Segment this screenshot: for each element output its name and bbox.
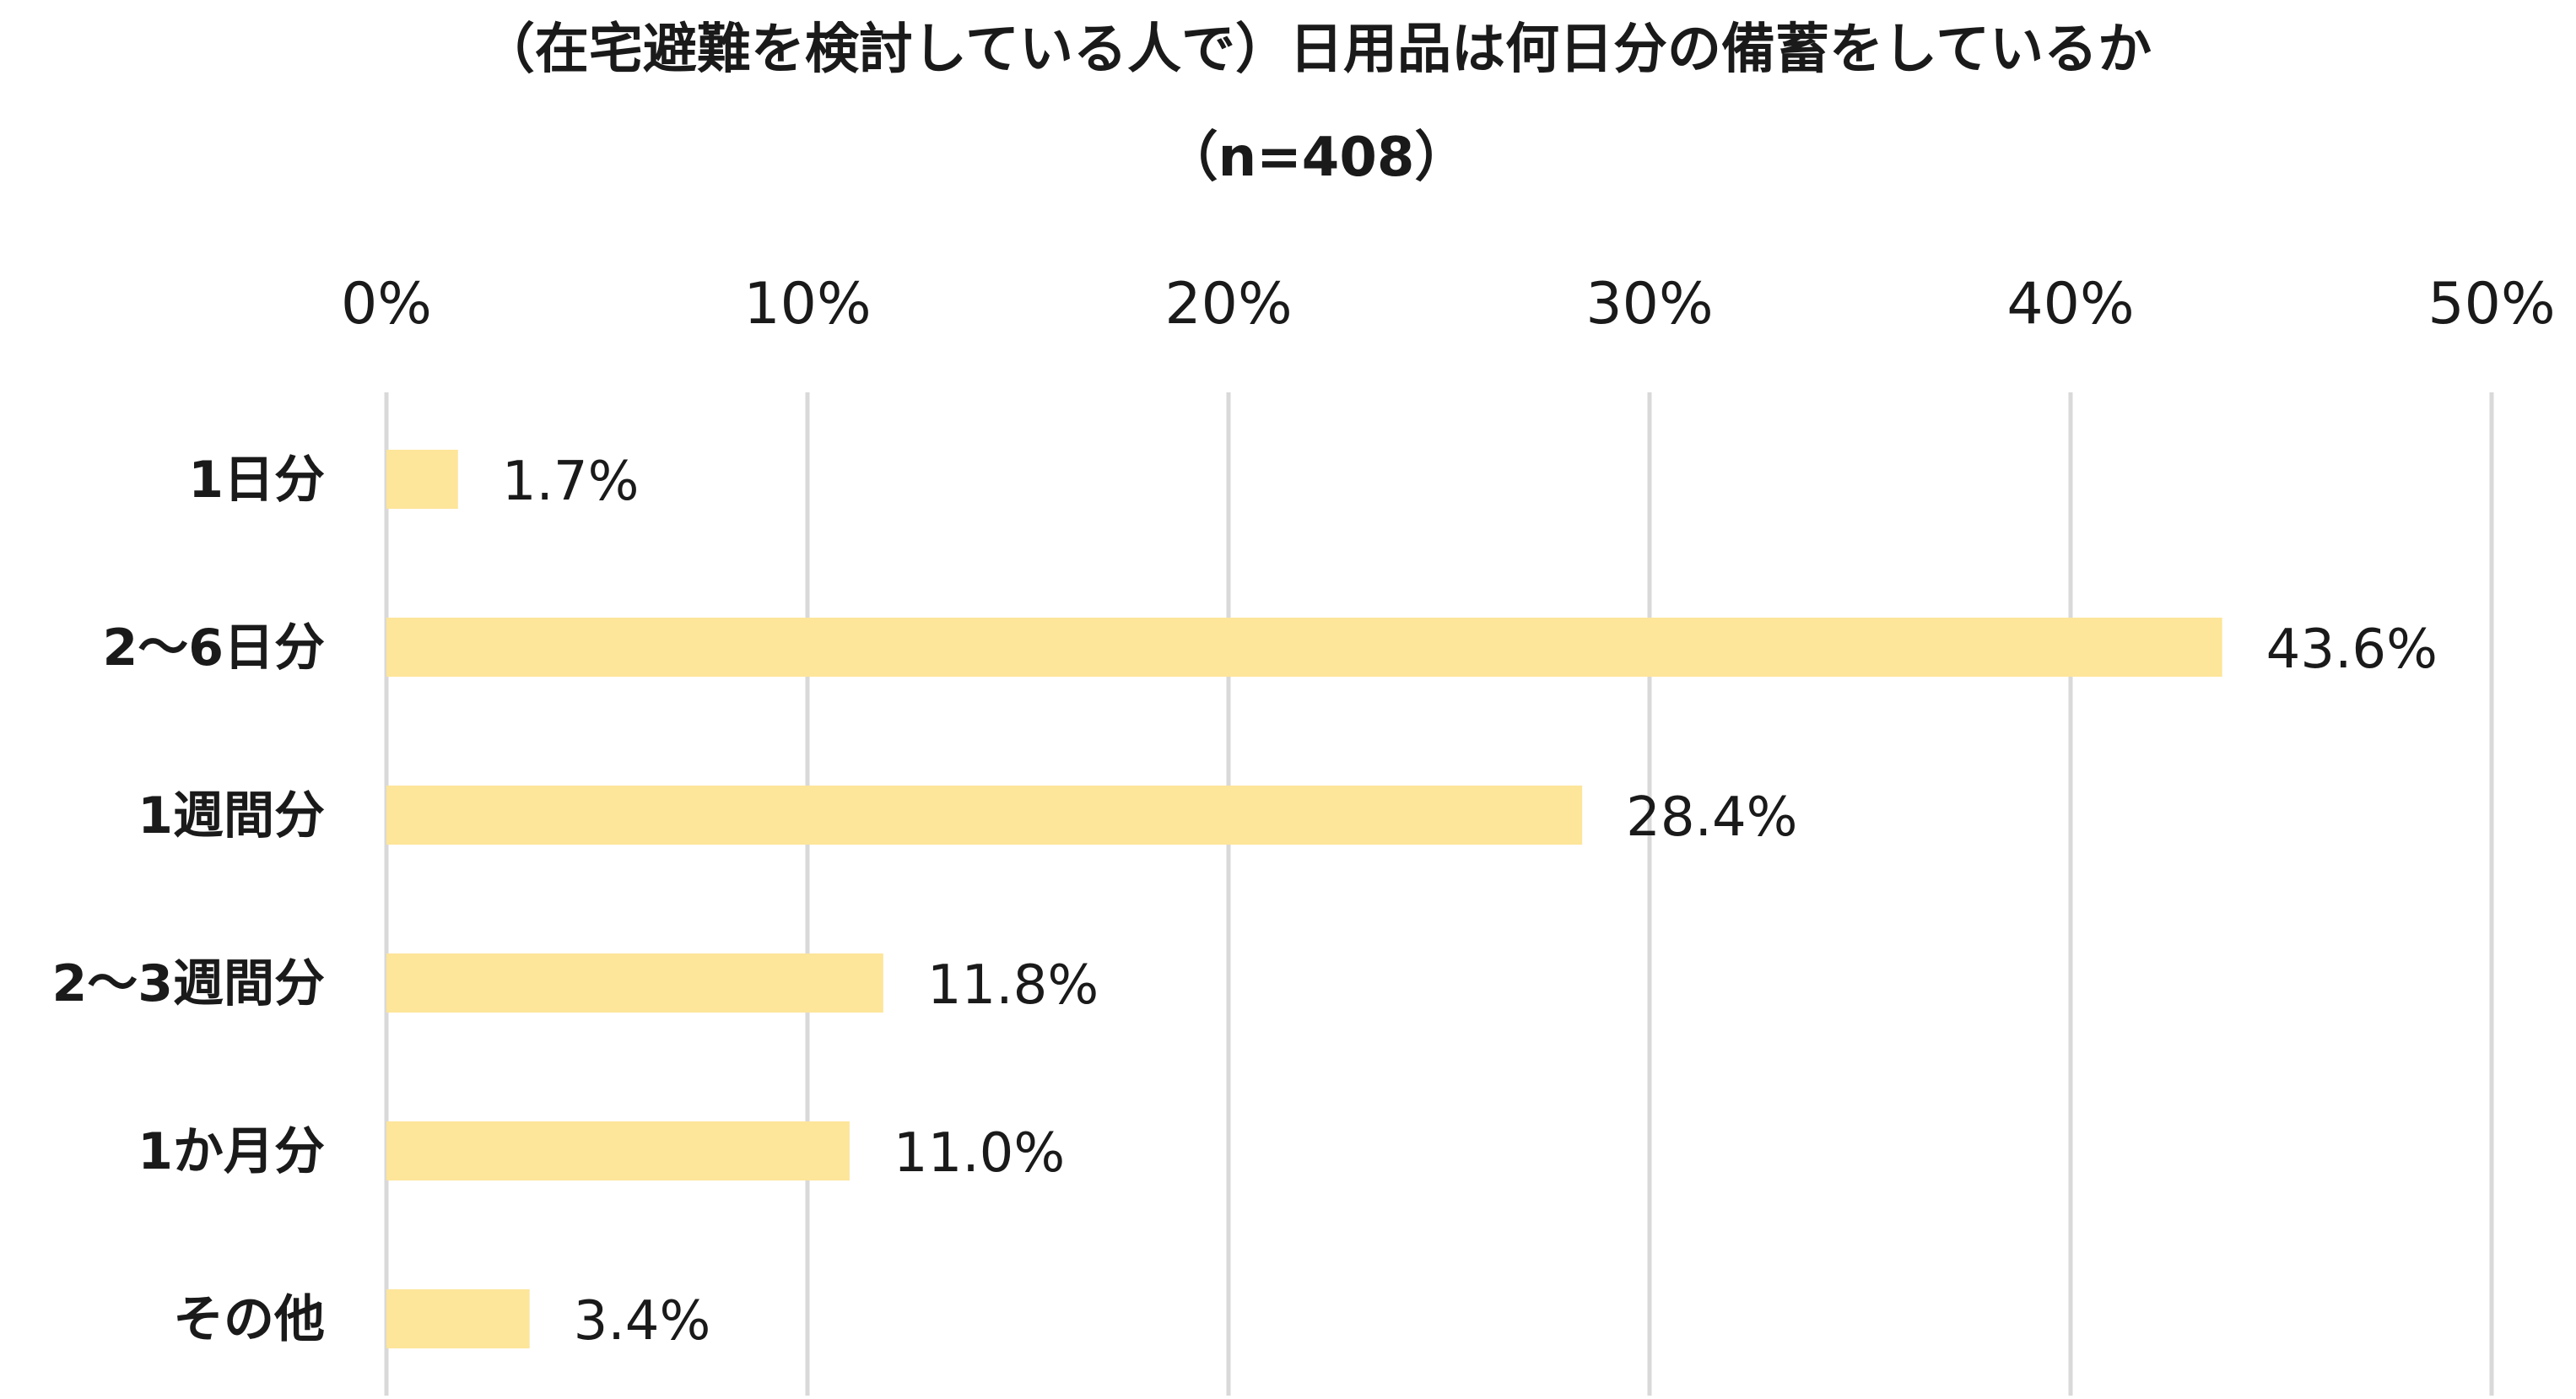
category-label: 2～6日分 — [103, 618, 326, 678]
data-label: 43.6% — [2266, 618, 2438, 681]
category-label: 2～3週間分 — [52, 954, 326, 1013]
data-label: 28.4% — [1626, 786, 1797, 849]
bar — [386, 953, 883, 1013]
x-axis-ticks: 0% 10% 20% 30% 40% 50% — [341, 271, 2556, 338]
x-tick-label: 40% — [2006, 271, 2134, 338]
x-tick-label: 50% — [2427, 271, 2555, 338]
x-tick-label: 10% — [743, 271, 871, 338]
data-label: 11.0% — [894, 1122, 1065, 1185]
data-label: 3.4% — [574, 1290, 711, 1353]
chart-subtitle: （n=408） — [1164, 127, 1469, 189]
bar — [386, 1289, 530, 1348]
x-tick-label: 20% — [1164, 271, 1292, 338]
bar — [386, 618, 2222, 677]
bar — [386, 786, 1583, 845]
bar — [386, 450, 458, 509]
x-tick-label: 0% — [341, 271, 432, 338]
data-label: 1.7% — [502, 451, 640, 513]
x-tick-label: 30% — [1585, 271, 1713, 338]
gridlines — [384, 392, 2494, 1396]
value-labels: 1.7% 43.6% 28.4% 11.8% 11.0% 3.4% — [502, 451, 2438, 1353]
category-label: 1日分 — [188, 451, 325, 510]
chart-title: （在宅避難を検討している人で）日用品は何日分の備蓄をしているか — [481, 19, 2152, 81]
category-label: 1週間分 — [138, 786, 325, 845]
bar — [386, 1121, 850, 1180]
data-label: 11.8% — [927, 954, 1099, 1017]
category-label: その他 — [173, 1290, 325, 1349]
bars — [386, 450, 2222, 1348]
category-label: 1か月分 — [138, 1122, 325, 1181]
